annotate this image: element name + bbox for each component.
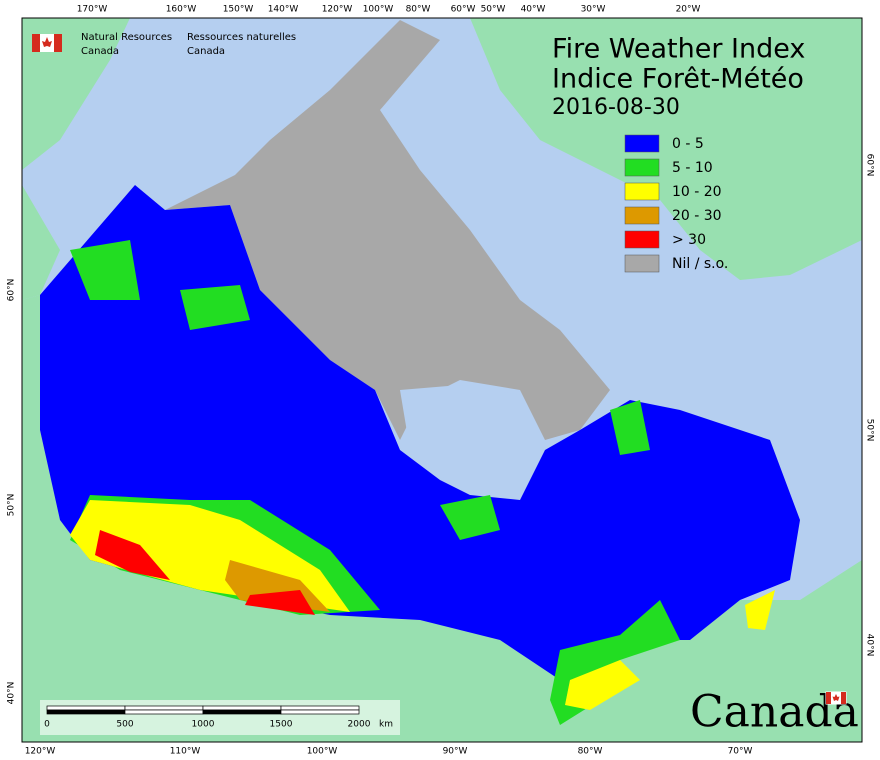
legend-swatch	[624, 254, 660, 273]
scale-tick-label: 1500	[270, 720, 293, 730]
legend-label: 5 - 10	[672, 160, 713, 176]
longitude-label: 120°W	[25, 747, 56, 757]
longitude-label: 140°W	[268, 5, 299, 15]
patch-yellow	[745, 590, 775, 630]
flag-bar	[841, 692, 846, 704]
longitude-label: 50°W	[481, 5, 506, 15]
scale-bar: 0 500 1000 1500 2000 km	[40, 700, 400, 735]
longitude-label: 40°W	[521, 5, 546, 15]
scale-segment	[124, 709, 204, 715]
agency-fr: Ressources naturelles	[187, 32, 296, 43]
legend-label: 20 - 30	[672, 208, 722, 224]
agency-signature: Natural Resources Canada Ressources natu…	[32, 32, 296, 57]
longitude-label: 100°W	[363, 5, 394, 15]
scale-segment	[280, 709, 360, 715]
legend-label: 0 - 5	[672, 136, 704, 152]
longitude-label: 80°W	[578, 747, 603, 757]
greenland	[470, 18, 862, 280]
legend-label: > 30	[672, 232, 706, 248]
maple-leaf	[42, 37, 52, 47]
longitude-label: 70°W	[728, 747, 753, 757]
longitude-label: 110°W	[170, 747, 201, 757]
arctic-archipelago	[165, 20, 610, 440]
patch-yellow	[565, 660, 640, 710]
scale-tick-label: 2000	[348, 720, 371, 730]
scale-tick-label: 500	[116, 720, 133, 730]
longitude-label: 20°W	[676, 5, 701, 15]
scale-segment	[280, 705, 360, 711]
scale-background	[40, 700, 400, 735]
arctic-islands	[165, 20, 610, 440]
map-date: 2016-08-30	[552, 95, 680, 120]
legend-label: Nil / s.o.	[672, 256, 728, 272]
patch-green	[610, 400, 650, 455]
legend-swatch	[624, 230, 660, 249]
agency-en: Canada	[81, 46, 119, 57]
scale-tick-label: 0	[44, 720, 50, 730]
scale-segment	[124, 705, 204, 711]
hudson-bay	[400, 385, 545, 498]
latitude-label: 50°N	[865, 419, 875, 442]
patch-green	[180, 285, 250, 330]
patch-red	[245, 590, 315, 615]
flag-bar	[32, 34, 40, 52]
agency-en: Natural Resources	[81, 32, 172, 43]
flag-bar	[54, 34, 62, 52]
patch-green	[440, 495, 500, 540]
united-states	[22, 295, 862, 742]
scale-segment	[46, 705, 126, 711]
scale-unit: km	[379, 720, 393, 730]
scale-segment	[202, 709, 282, 715]
legend-label: 10 - 20	[672, 184, 722, 200]
maple-leaf	[832, 694, 840, 701]
scale-segment	[46, 709, 126, 715]
patch-green	[70, 240, 140, 300]
fwi-patches	[70, 240, 775, 725]
longitude-label: 80°W	[406, 5, 431, 15]
longitude-label: 150°W	[223, 5, 254, 15]
latitude-label: 50°N	[7, 494, 17, 517]
alaska	[22, 185, 60, 300]
flag-bar	[826, 692, 831, 704]
longitude-label: 60°W	[451, 5, 476, 15]
latitude-label: 40°N	[865, 634, 875, 657]
longitude-label: 100°W	[307, 747, 338, 757]
map-frame	[21, 17, 863, 743]
title-en: Fire Weather Index	[552, 34, 805, 65]
scale-segment	[202, 705, 282, 711]
longitude-label: 120°W	[322, 5, 353, 15]
legend: 0 - 5 5 - 10 10 - 20 20 - 30 > 30 Nil / s.o.	[624, 134, 728, 273]
longitude-label: 160°W	[166, 5, 197, 15]
longitude-label: 30°W	[581, 5, 606, 15]
agency-fr: Canada	[187, 46, 225, 57]
legend-swatch	[624, 134, 660, 153]
legend-swatch	[624, 206, 660, 225]
graticule-labels: 170°W 160°W 150°W 140°W 120°W 100°W 80°W 60°W 50…	[7, 5, 875, 757]
russia	[22, 18, 130, 170]
patch-red	[95, 530, 170, 580]
title-fr: Indice Forêt-Météo	[552, 64, 804, 95]
legend-swatch	[624, 182, 660, 201]
scale-tick-label: 1000	[192, 720, 215, 730]
latitude-label: 40°N	[7, 682, 17, 705]
neighbor-land	[22, 18, 862, 742]
longitude-label: 170°W	[77, 5, 108, 15]
latitude-label: 60°N	[7, 279, 17, 302]
latitude-label: 60°N	[865, 154, 875, 177]
canada-wordmark: Canada	[690, 687, 859, 738]
longitude-label: 90°W	[443, 747, 468, 757]
legend-swatch	[624, 158, 660, 177]
